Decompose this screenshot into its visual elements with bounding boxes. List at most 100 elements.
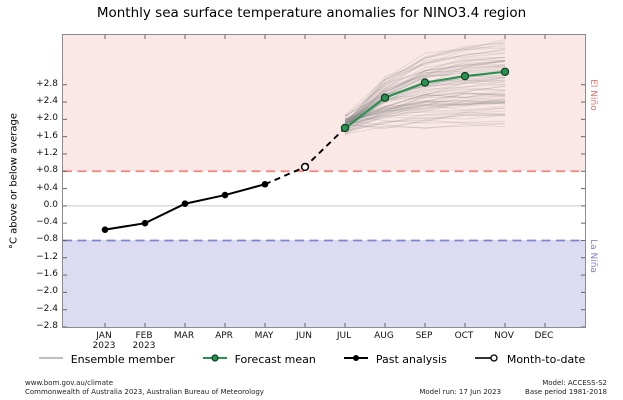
open-circle-line-icon bbox=[474, 353, 500, 366]
y-tick-label: −0.4 bbox=[36, 217, 58, 228]
x-tick-label: APR bbox=[215, 331, 233, 341]
ensemble-line bbox=[344, 79, 506, 130]
month-to-date-point bbox=[300, 162, 310, 172]
ensemble-line bbox=[344, 85, 506, 132]
y-tick-label: +0.4 bbox=[36, 182, 58, 193]
ensemble-line bbox=[344, 95, 506, 128]
y-tick-label: −2.8 bbox=[36, 321, 58, 331]
ensemble-line bbox=[344, 114, 506, 124]
x-tick-label: SEP bbox=[415, 331, 433, 341]
ensemble-line bbox=[344, 59, 506, 117]
ensemble-line bbox=[344, 112, 506, 135]
ensemble-line bbox=[344, 88, 506, 120]
ensemble-line-icon bbox=[38, 353, 64, 366]
ensemble-line bbox=[344, 41, 506, 130]
footer-copyright: Commonwealth of Australia 2023, Australi… bbox=[25, 388, 264, 396]
x-tick-label: MAY bbox=[254, 331, 274, 341]
el-nino-label: El Niño bbox=[588, 79, 598, 111]
ensemble-line bbox=[344, 92, 506, 123]
ensemble-line bbox=[344, 107, 506, 121]
ensemble-line bbox=[344, 67, 506, 126]
ensemble-line bbox=[344, 96, 506, 122]
x-tick-label: JUL bbox=[336, 331, 352, 341]
ensemble-line bbox=[344, 53, 506, 127]
y-tick-label: −1.2 bbox=[36, 251, 58, 262]
ensemble-line bbox=[344, 119, 506, 130]
ensemble-line bbox=[344, 102, 506, 124]
ensemble-line bbox=[344, 49, 506, 128]
y-tick-label: +2.4 bbox=[36, 96, 58, 107]
x-tick-label: MAR bbox=[173, 331, 195, 341]
ensemble-line bbox=[344, 104, 506, 123]
footer-base-period: Base period 1981-2018 bbox=[525, 388, 607, 396]
x-tick-year: 2023 bbox=[132, 341, 156, 351]
ensemble-line bbox=[344, 57, 506, 126]
ensemble-line bbox=[344, 42, 506, 123]
ensemble-line bbox=[344, 52, 506, 116]
past-point bbox=[141, 219, 149, 227]
la-nina-label: La Niña bbox=[588, 239, 598, 273]
y-tick-label: 0.0 bbox=[43, 199, 58, 210]
ensemble-line bbox=[344, 92, 506, 124]
y-tick-label: −2.0 bbox=[36, 286, 58, 297]
ensemble-line bbox=[344, 100, 506, 124]
ensemble-line bbox=[344, 100, 506, 128]
ensemble-line bbox=[344, 49, 506, 126]
forecast-point bbox=[420, 78, 430, 87]
ensemble-line bbox=[344, 69, 506, 123]
footer-url: www.bom.gov.au/climate bbox=[25, 379, 114, 387]
ensemble-line bbox=[344, 61, 506, 126]
past-point bbox=[221, 191, 229, 199]
ensemble-line bbox=[344, 107, 506, 123]
ensemble-line bbox=[344, 122, 506, 128]
ensemble-line bbox=[344, 56, 506, 133]
legend-label: Forecast mean bbox=[234, 353, 316, 366]
y-tick-label: +2.0 bbox=[36, 113, 58, 124]
month-to-date-line bbox=[264, 127, 346, 186]
ensemble-line bbox=[344, 82, 506, 122]
ensemble-line bbox=[344, 43, 506, 125]
y-tick-label: +0.8 bbox=[36, 165, 58, 176]
ensemble-line bbox=[344, 100, 506, 124]
ensemble-line bbox=[344, 98, 506, 135]
y-tick-label: −2.4 bbox=[36, 303, 58, 314]
legend: Ensemble member Forecast mean Past analy… bbox=[0, 353, 623, 366]
chart-svg bbox=[63, 35, 585, 327]
ensemble-line bbox=[344, 60, 506, 130]
past-line-dot-icon bbox=[343, 353, 369, 366]
page-title: Monthly sea surface temperature anomalie… bbox=[96, 5, 527, 21]
legend-item-forecast: Forecast mean bbox=[202, 353, 316, 366]
footer-left: www.bom.gov.au/climate Commonwealth of A… bbox=[25, 379, 264, 397]
forecast-point bbox=[460, 71, 470, 81]
ensemble-line bbox=[344, 97, 506, 121]
ensemble-line bbox=[344, 47, 506, 126]
forecast-point bbox=[500, 67, 510, 76]
ensemble-line bbox=[344, 66, 506, 120]
ensemble-line bbox=[344, 98, 506, 122]
ensemble-line bbox=[344, 102, 506, 120]
x-tick-label: DEC bbox=[534, 331, 554, 341]
x-tick-label: OCT bbox=[454, 331, 474, 341]
ensemble-line bbox=[344, 110, 506, 132]
ensemble-line bbox=[344, 38, 506, 125]
ensemble-line bbox=[344, 92, 506, 131]
ensemble-line bbox=[344, 93, 506, 134]
forecast-line-dot-icon bbox=[202, 353, 228, 366]
legend-label: Month-to-date bbox=[506, 353, 586, 366]
ensemble-line bbox=[344, 46, 506, 129]
x-tick-label: AUG bbox=[374, 331, 394, 341]
footer-right: Model: ACCESS-S2 Model run: 17 Jun 2023 … bbox=[419, 379, 607, 397]
y-axis-label: °C above or below average bbox=[8, 112, 20, 250]
footer-model-run: Model run: 17 Jun 2023 bbox=[419, 388, 502, 396]
past-point bbox=[181, 200, 189, 208]
el-nino-band bbox=[63, 35, 585, 172]
ensemble-line bbox=[344, 64, 506, 126]
forecast-point bbox=[380, 93, 390, 102]
past-point bbox=[261, 180, 269, 188]
legend-item-ensemble: Ensemble member bbox=[38, 353, 175, 366]
forecast-point bbox=[340, 123, 350, 133]
x-tick-label: FEB 2023 bbox=[122, 331, 166, 351]
legend-label: Ensemble member bbox=[70, 353, 175, 366]
ensemble-line bbox=[344, 93, 506, 120]
legend-item-month-to-date: Month-to-date bbox=[474, 353, 585, 366]
